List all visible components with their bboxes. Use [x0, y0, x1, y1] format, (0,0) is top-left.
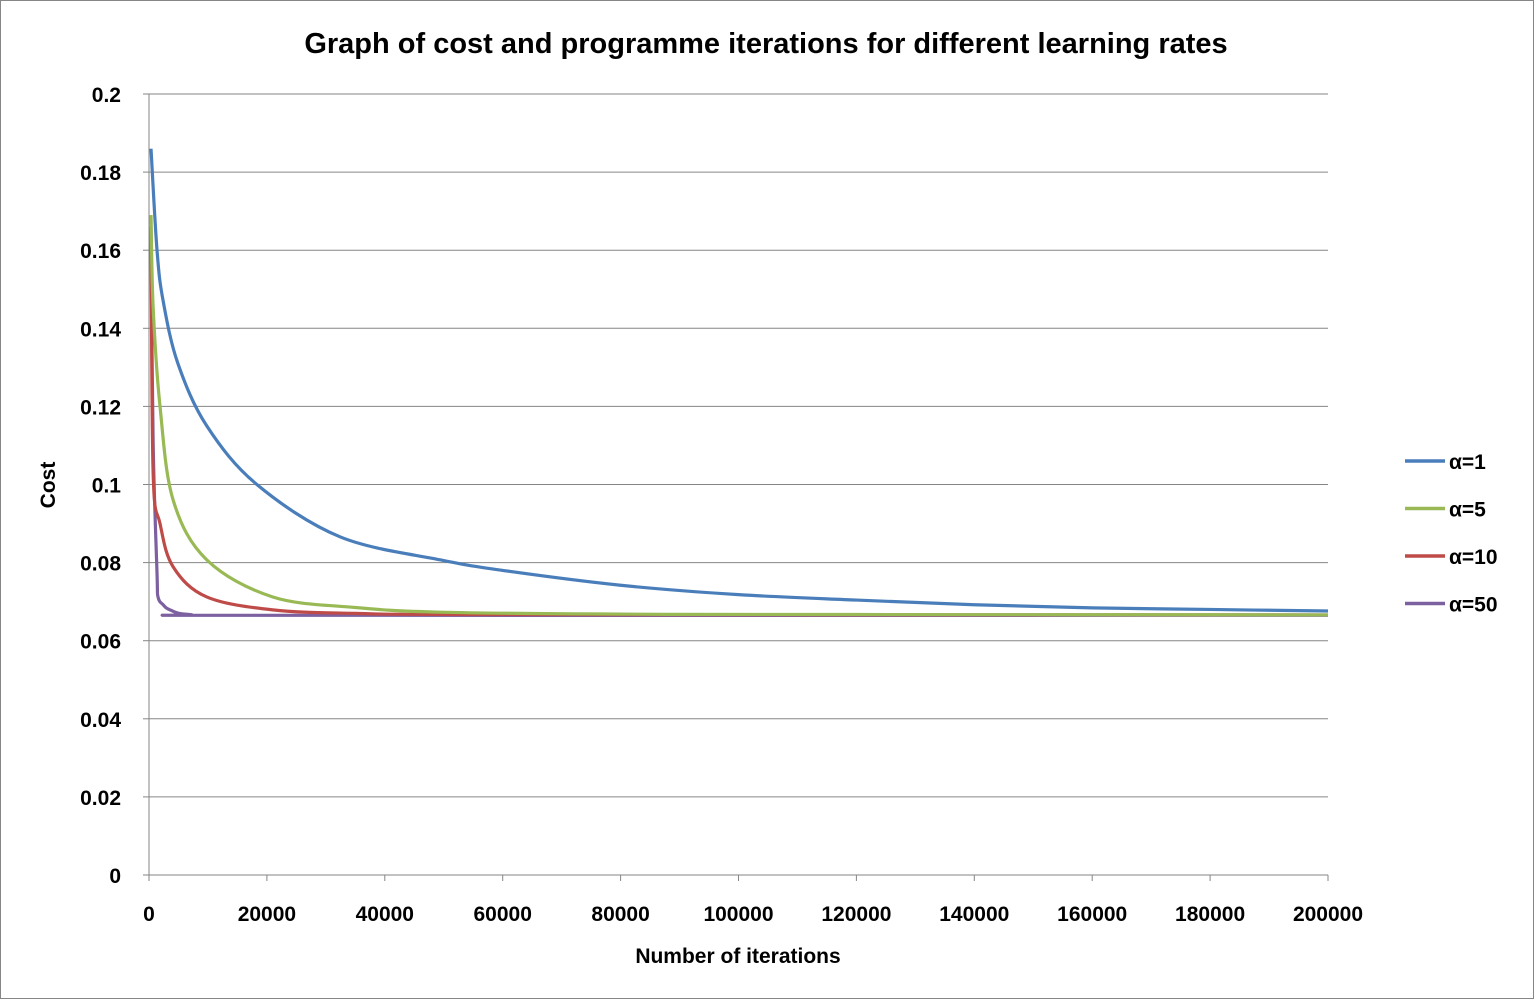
series-lines	[149, 148, 1329, 617]
y-tick-label: 0.12	[80, 396, 121, 419]
series-line-α=5	[149, 215, 1329, 617]
series-line-α=1	[149, 148, 1329, 613]
axes	[143, 93, 1329, 881]
y-tick-label: 0.02	[80, 787, 121, 810]
x-tick-label: 140000	[939, 903, 1009, 926]
x-tick-labels: 0 20000 40000 60000 80000 100000 120000 140000 1…	[143, 903, 1363, 926]
y-tick-labels: 0 0.02 0.04 0.06 0.08 0.1 0.12 0.14 0.16 0.18 0.2	[80, 84, 121, 888]
series-line-α=10	[149, 226, 1329, 617]
y-tick-label: 0.14	[80, 318, 121, 341]
y-tick-label: 0	[109, 865, 121, 888]
x-tick-label: 60000	[473, 903, 531, 926]
x-tick-label: 160000	[1057, 903, 1127, 926]
chart-title: Graph of cost and programme iterations f…	[304, 28, 1227, 60]
legend-label: α=5	[1449, 499, 1486, 522]
x-tick-label: 100000	[703, 903, 773, 926]
y-tick-label: 0.04	[80, 709, 121, 732]
y-tick-label: 0.08	[80, 553, 121, 576]
x-tick-label: 80000	[591, 903, 649, 926]
y-axis-label: Cost	[37, 462, 60, 509]
gridlines	[149, 93, 1328, 798]
series-line-α=50	[149, 238, 1329, 617]
y-tick-label: 0.2	[92, 84, 121, 107]
y-tick-label: 0.18	[80, 162, 121, 185]
y-tick-label: 0.1	[92, 475, 122, 498]
x-tick-label: 180000	[1175, 903, 1245, 926]
legend-label: α=50	[1449, 594, 1498, 617]
y-tick-label: 0.06	[80, 631, 121, 654]
legend: α=1 α=5 α=10 α=50	[1405, 451, 1498, 617]
x-tick-label: 120000	[821, 903, 891, 926]
x-tick-label: 20000	[238, 903, 296, 926]
x-axis-label: Number of iterations	[635, 945, 840, 968]
x-tick-label: 0	[143, 903, 155, 926]
x-tick-label: 200000	[1293, 903, 1363, 926]
x-tick-label: 40000	[356, 903, 414, 926]
legend-label: α=1	[1449, 451, 1486, 474]
y-tick-label: 0.16	[80, 240, 121, 263]
legend-label: α=10	[1449, 546, 1498, 569]
